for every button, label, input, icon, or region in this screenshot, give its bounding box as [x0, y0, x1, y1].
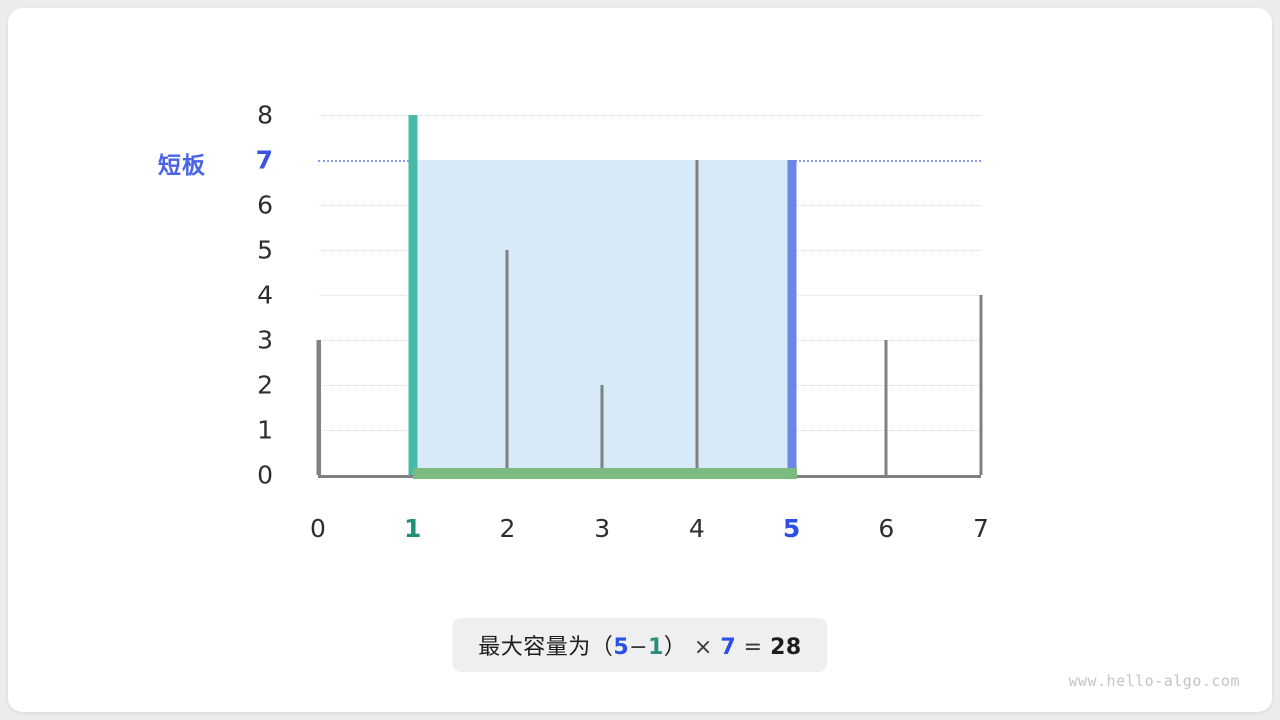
y-tick-5: 5	[257, 235, 273, 265]
y-axis-tick-labels: 8 7 6 5 4 3 2 1 0	[223, 103, 273, 488]
bar-0	[316, 340, 320, 475]
y-tick-3: 3	[257, 325, 273, 355]
x-tick-0: 0	[310, 514, 326, 543]
caption-right-index: 5	[613, 635, 630, 660]
container-base-line	[412, 468, 797, 479]
x-tick-1: 1	[404, 514, 422, 543]
caption-times: ×	[693, 635, 713, 660]
bar-2	[505, 250, 509, 475]
x-tick-4: 4	[688, 514, 705, 543]
x-axis-tick-labels: 0 1 2 3 4 5 6 7	[310, 514, 989, 550]
bar-4	[695, 160, 699, 475]
bar-right-pointer	[787, 160, 797, 475]
y-tick-1: 1	[257, 415, 273, 445]
y-tick-4: 4	[257, 280, 273, 310]
short-board-label: 短板	[158, 153, 206, 179]
x-tick-3: 3	[594, 514, 611, 543]
y-tick-0: 0	[257, 460, 273, 490]
y-tick-8: 8	[257, 100, 273, 130]
bar-6	[884, 340, 888, 475]
y-axis-line	[318, 340, 321, 475]
bar-3	[600, 385, 604, 475]
y-tick-2: 2	[257, 370, 273, 400]
x-tick-5: 5	[782, 514, 801, 543]
bar-7	[979, 295, 983, 475]
caption-left-index: 1	[648, 635, 664, 660]
plot-area	[316, 115, 983, 479]
y-tick-7: 7	[255, 145, 273, 175]
caption-height: 7	[720, 635, 737, 660]
caption-result: 28	[770, 635, 802, 660]
caption-minus: −	[629, 635, 649, 660]
gridline-8	[318, 115, 981, 116]
y-tick-6: 6	[257, 190, 273, 220]
x-tick-6: 6	[878, 514, 895, 543]
short-board-annotation: 短板 7	[158, 146, 206, 180]
x-tick-7: 7	[973, 514, 989, 543]
bar-left-pointer	[408, 115, 418, 475]
caption-prefix: 最大容量为（	[478, 635, 614, 660]
watermark: www.hello-algo.com	[1068, 672, 1240, 690]
caption-equals: =	[743, 635, 763, 660]
caption-box: 最大容量为（5−1） × 7 = 28	[452, 618, 828, 672]
caption-close-paren: ）	[663, 635, 687, 660]
x-tick-2: 2	[499, 514, 516, 543]
